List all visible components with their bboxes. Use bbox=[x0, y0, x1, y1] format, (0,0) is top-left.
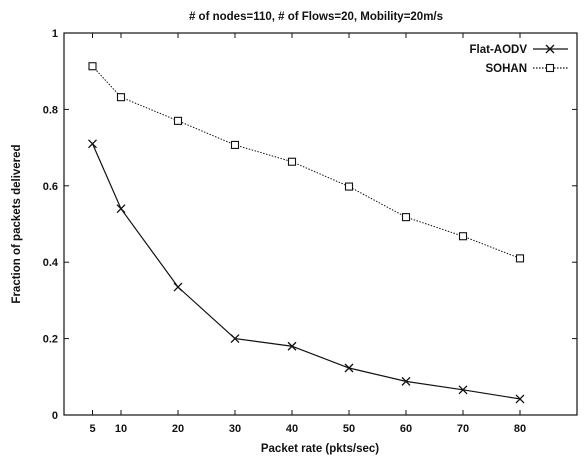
y-tick-label: 0.2 bbox=[43, 334, 58, 346]
data-point bbox=[88, 62, 97, 71]
y-axis: 0 0.2 0.4 0.6 0.8 1 bbox=[43, 28, 577, 422]
series-layer bbox=[88, 62, 525, 404]
legend-label-sohan: SOHAN bbox=[485, 63, 527, 75]
plot-frame bbox=[63, 32, 578, 416]
y-tick-label: 0.8 bbox=[43, 104, 58, 116]
data-point bbox=[230, 140, 240, 149]
legend-sample-flat-aodv bbox=[533, 44, 568, 54]
series-flat-aodv bbox=[88, 139, 525, 404]
y-tick-label: 0.4 bbox=[43, 257, 59, 269]
x-tick-label: 30 bbox=[229, 423, 241, 435]
x-tick-label: 40 bbox=[286, 423, 298, 435]
legend-marker bbox=[545, 63, 555, 73]
data-point bbox=[230, 334, 240, 344]
data-point bbox=[344, 182, 354, 191]
y-axis-label: Fraction of packets delivered bbox=[11, 144, 23, 303]
data-point bbox=[88, 139, 97, 149]
series-sohan bbox=[88, 62, 525, 263]
series-line bbox=[92, 65, 521, 259]
x-tick-label: 20 bbox=[172, 423, 184, 435]
legend-marker bbox=[545, 44, 555, 54]
y-tick-label: 0 bbox=[52, 410, 58, 422]
data-point bbox=[116, 93, 126, 102]
data-point bbox=[173, 282, 183, 292]
data-point bbox=[173, 116, 183, 125]
data-point bbox=[401, 376, 411, 386]
y-tick-label: 1 bbox=[52, 28, 58, 40]
x-tick-label: 10 bbox=[115, 423, 127, 435]
data-point bbox=[458, 232, 468, 241]
x-tick-label: 70 bbox=[457, 423, 469, 435]
x-axis: 5 10 20 30 40 50 60 70 80 bbox=[89, 33, 526, 435]
data-point bbox=[116, 204, 126, 214]
data-point bbox=[287, 341, 297, 351]
x-axis-label: Packet rate (pkts/sec) bbox=[261, 443, 379, 455]
x-tick-label: 5 bbox=[89, 423, 95, 435]
data-point bbox=[287, 157, 297, 166]
x-tick-label: 80 bbox=[514, 423, 526, 435]
chart-title: # of nodes=110, # of Flows=20, Mobility=… bbox=[189, 11, 443, 23]
x-tick-label: 60 bbox=[400, 423, 412, 435]
y-tick-label: 0.6 bbox=[43, 181, 58, 193]
data-point bbox=[515, 254, 525, 263]
data-point bbox=[458, 385, 468, 395]
data-point bbox=[515, 394, 525, 404]
series-line bbox=[91, 143, 521, 400]
data-point bbox=[401, 213, 411, 222]
legend: Flat-AODV SOHAN bbox=[470, 44, 568, 75]
data-point bbox=[344, 363, 354, 373]
legend-label-flat-aodv: Flat-AODV bbox=[470, 44, 528, 56]
x-tick-label: 50 bbox=[343, 423, 355, 435]
legend-sample-sohan bbox=[533, 63, 568, 73]
